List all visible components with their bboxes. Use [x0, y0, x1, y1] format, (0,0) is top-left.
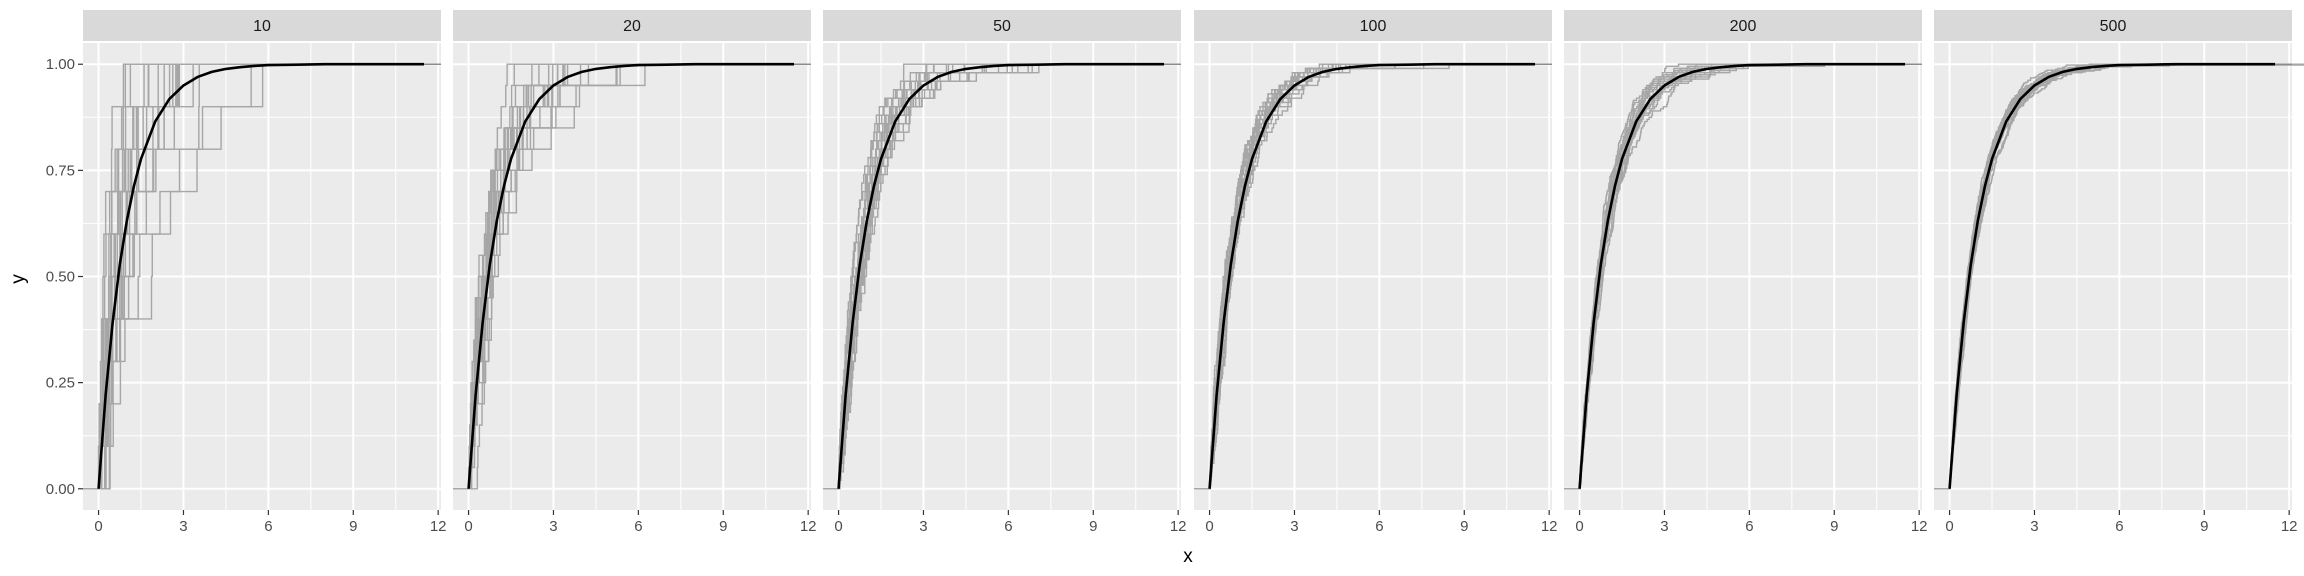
y-tick-label: 0.25 [46, 375, 75, 392]
theoretical-cdf-line [1208, 62, 1536, 489]
x-tick-label: 12 [800, 518, 817, 535]
facet-strip-background [1194, 10, 1552, 41]
facet-panel-20: 20 0 3 6 9 12 [453, 10, 817, 535]
x-tick-label: 0 [1205, 518, 1213, 535]
x-tick-label: 12 [2281, 518, 2298, 535]
y-axis-title: y [8, 274, 29, 284]
x-tick-label: 3 [919, 518, 927, 535]
x-tick-label: 12 [1911, 518, 1928, 535]
facet-strip-background [83, 10, 441, 41]
theoretical-cdf-line [467, 62, 795, 489]
x-tick-label: 9 [2200, 518, 2208, 535]
empirical-cdf-curve [453, 63, 795, 490]
x-tick-label: 3 [1660, 518, 1668, 535]
x-tick-label: 0 [94, 518, 102, 535]
x-tick-label: 3 [179, 518, 187, 535]
x-axis-title: x [1183, 546, 1193, 567]
theoretical-cdf-line [1948, 62, 2276, 489]
y-tick-label: 0.75 [46, 162, 75, 179]
x-tick-label: 0 [1945, 518, 1953, 535]
x-tick-label: 3 [549, 518, 557, 535]
x-tick-label: 12 [1541, 518, 1558, 535]
empirical-cdf-curve [453, 63, 795, 490]
x-tick-label: 9 [1830, 518, 1838, 535]
facet-panel-500: 500 0 3 6 9 12 [1934, 10, 2304, 535]
x-tick-label: 6 [1004, 518, 1012, 535]
theoretical-cdf-line [837, 62, 1165, 489]
x-tick-label: 0 [834, 518, 842, 535]
x-tick-label: 12 [1170, 518, 1187, 535]
empirical-cdf-curve [453, 63, 795, 490]
x-tick-label: 0 [464, 518, 472, 535]
empirical-cdf-curve [83, 63, 425, 490]
empirical-cdf-curve [83, 63, 425, 490]
facet-strip-label: 20 [623, 18, 641, 35]
facet-strip-label: 100 [1360, 18, 1387, 35]
facet-panel-100: 100 0 3 6 9 12 [1194, 10, 1558, 535]
y-tick-label: 1.00 [46, 56, 75, 73]
x-tick-label: 12 [430, 518, 447, 535]
theoretical-cdf-line [1578, 62, 1906, 489]
x-tick-label: 6 [2115, 518, 2123, 535]
facet-strip-label: 500 [2100, 18, 2127, 35]
theoretical-cdf-line [97, 62, 425, 489]
facet-strip-background [823, 10, 1181, 41]
facet-strip-label: 200 [1730, 18, 1757, 35]
x-tick-label: 9 [1089, 518, 1097, 535]
x-tick-label: 6 [264, 518, 272, 535]
empirical-cdf-curve [83, 63, 425, 490]
x-tick-label: 0 [1575, 518, 1583, 535]
x-tick-label: 9 [349, 518, 357, 535]
x-tick-label: 6 [634, 518, 642, 535]
x-tick-label: 6 [1745, 518, 1753, 535]
x-tick-label: 9 [1460, 518, 1468, 535]
x-tick-label: 3 [1290, 518, 1298, 535]
x-tick-label: 9 [719, 518, 727, 535]
facet-panel-10: 10 0 3 6 9 12 0.00 0.25 0.50 0.75 1.00 [46, 10, 447, 535]
facet-panel-50: 50 0 3 6 9 12 [823, 10, 1187, 535]
empirical-cdf-curve [83, 63, 425, 490]
facet-strip-label: 10 [253, 18, 271, 35]
x-tick-label: 3 [2030, 518, 2038, 535]
y-tick-label: 0.00 [46, 481, 75, 498]
empirical-cdf-curve [83, 63, 425, 490]
facet-strip-background [1934, 10, 2292, 41]
facet-panel-200: 200 0 3 6 9 12 [1564, 10, 1928, 535]
empirical-cdf-curve [823, 63, 1165, 490]
facet-strip-background [453, 10, 811, 41]
facet-strip-label: 50 [993, 18, 1011, 35]
x-tick-label: 6 [1375, 518, 1383, 535]
y-tick-label: 0.50 [46, 269, 75, 286]
facet-strip-background [1564, 10, 1922, 41]
